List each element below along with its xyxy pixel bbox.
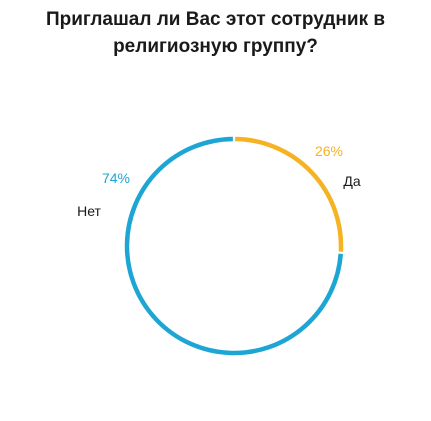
slice-percent-label-yes: 26% xyxy=(315,143,343,159)
chart-title-line-2: религиозную группу? xyxy=(113,36,318,57)
donut-slice-no xyxy=(124,136,343,356)
chart-title-line-1: Приглашал ли Вас этот сотрудник в xyxy=(45,9,386,30)
slice-percent-label-no: 74% xyxy=(102,170,130,186)
slice-category-label-no: Нет xyxy=(77,203,101,219)
donut-slice-yes xyxy=(235,136,344,252)
donut-labels: 26%Да 74% Нет xyxy=(77,143,361,219)
chart-title: Приглашал ли Вас этот сотрудник в религи… xyxy=(0,6,431,60)
slice-category-label-yes: Да xyxy=(343,173,360,189)
donut-slices xyxy=(124,136,344,356)
